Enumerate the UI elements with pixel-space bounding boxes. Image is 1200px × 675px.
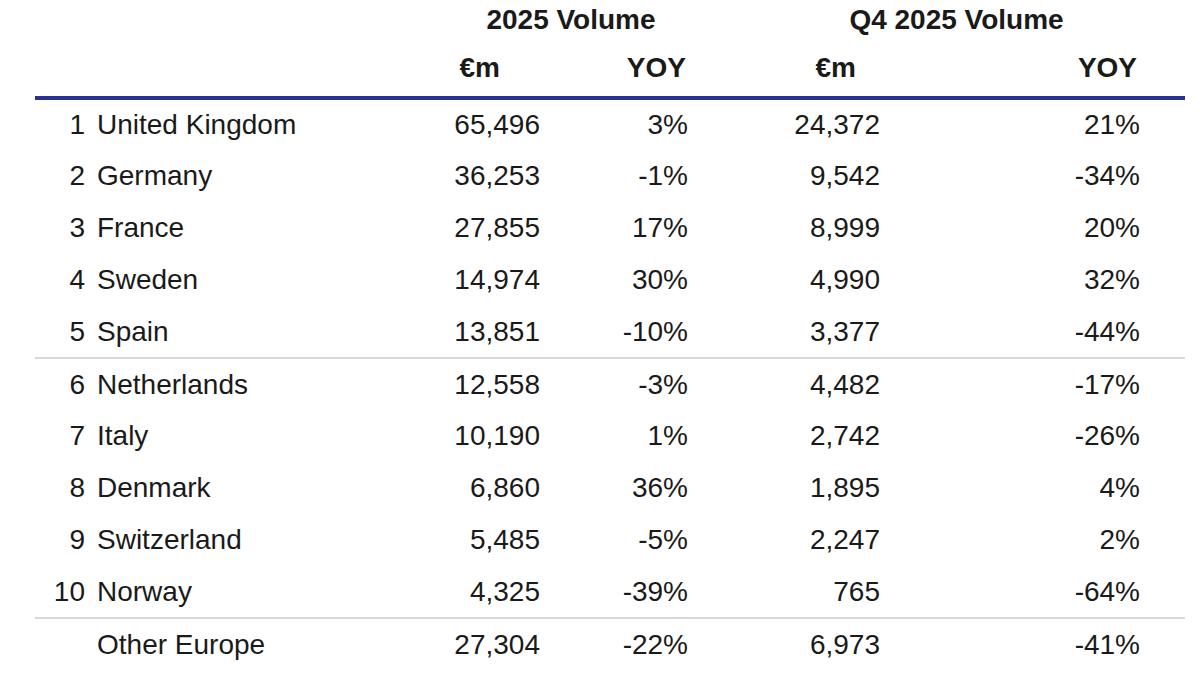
table-row: 8Denmark6,86036%1,8954% — [35, 462, 1185, 514]
table-row: 3France27,85517%8,99920% — [35, 202, 1185, 254]
cell-country: Other Europe — [85, 618, 340, 670]
cell-yoy-q4: -34% — [880, 150, 1185, 202]
cell-yoy-2025: -10% — [540, 306, 688, 358]
cell-vol-q4: 765 — [688, 566, 880, 618]
cell-vol-2025: 12,558 — [340, 358, 540, 410]
sub-header-row: €m YOY €m YOY — [35, 40, 1185, 98]
cell-vol-2025: 36,253 — [340, 150, 540, 202]
col-header-2025-eur-m: €m — [340, 40, 540, 98]
cell-country: Sweden — [85, 254, 340, 306]
cell-yoy-2025: -39% — [540, 566, 688, 618]
cell-yoy-q4: -26% — [880, 410, 1185, 462]
cell-country: France — [85, 202, 340, 254]
table-row: 4Sweden14,97430%4,99032% — [35, 254, 1185, 306]
cell-vol-q4: 3,377 — [688, 306, 880, 358]
table-row: Other Europe27,304-22%6,973-41% — [35, 618, 1185, 670]
group-header-row: 2025 Volume Q4 2025 Volume — [35, 0, 1185, 40]
cell-country: Germany — [85, 150, 340, 202]
cell-country: Switzerland — [85, 514, 340, 566]
corner-spacer — [35, 0, 340, 40]
cell-rank: 10 — [35, 566, 85, 618]
cell-yoy-2025: 36% — [540, 462, 688, 514]
cell-yoy-q4: 21% — [880, 98, 1185, 150]
cell-yoy-2025: -3% — [540, 358, 688, 410]
cell-yoy-2025: 1% — [540, 410, 688, 462]
cell-country: United Kingdom — [85, 98, 340, 150]
cell-yoy-2025: -22% — [540, 618, 688, 670]
cell-yoy-2025: 30% — [540, 254, 688, 306]
cell-rank: 3 — [35, 202, 85, 254]
cell-vol-2025: 6,860 — [340, 462, 540, 514]
cell-yoy-q4: 20% — [880, 202, 1185, 254]
cell-yoy-2025: 17% — [540, 202, 688, 254]
cell-vol-q4: 2,247 — [688, 514, 880, 566]
cell-rank: 9 — [35, 514, 85, 566]
cell-vol-q4: 2,742 — [688, 410, 880, 462]
cell-yoy-2025: -1% — [540, 150, 688, 202]
cell-vol-2025: 27,304 — [340, 618, 540, 670]
cell-vol-2025: 5,485 — [340, 514, 540, 566]
cell-vol-q4: 4,990 — [688, 254, 880, 306]
table-row: 2Germany36,253-1%9,542-34% — [35, 150, 1185, 202]
table-body: 1United Kingdom65,4963%24,37221%2Germany… — [35, 98, 1185, 670]
cell-rank — [35, 618, 85, 670]
cell-rank: 8 — [35, 462, 85, 514]
cell-vol-q4: 6,973 — [688, 618, 880, 670]
cell-vol-q4: 24,372 — [688, 98, 880, 150]
cell-vol-2025: 10,190 — [340, 410, 540, 462]
table-row: 5Spain13,851-10%3,377-44% — [35, 306, 1185, 358]
cell-yoy-q4: 2% — [880, 514, 1185, 566]
table-row: 10Norway4,325-39%765-64% — [35, 566, 1185, 618]
cell-rank: 5 — [35, 306, 85, 358]
cell-rank: 1 — [35, 98, 85, 150]
cell-vol-q4: 1,895 — [688, 462, 880, 514]
cell-yoy-q4: -64% — [880, 566, 1185, 618]
cell-country: Italy — [85, 410, 340, 462]
cell-yoy-q4: 32% — [880, 254, 1185, 306]
cell-vol-2025: 13,851 — [340, 306, 540, 358]
european-volume-table: 2025 Volume Q4 2025 Volume €m YOY €m YOY… — [35, 0, 1185, 670]
cell-yoy-q4: -17% — [880, 358, 1185, 410]
group-header-q4-2025-volume: Q4 2025 Volume — [688, 0, 1185, 40]
cell-vol-2025: 14,974 — [340, 254, 540, 306]
cell-country: Norway — [85, 566, 340, 618]
table-row: 7Italy10,1901%2,742-26% — [35, 410, 1185, 462]
cell-country: Denmark — [85, 462, 340, 514]
cell-yoy-2025: 3% — [540, 98, 688, 150]
cell-yoy-q4: 4% — [880, 462, 1185, 514]
cell-country: Spain — [85, 306, 340, 358]
cell-yoy-2025: -5% — [540, 514, 688, 566]
cell-vol-q4: 9,542 — [688, 150, 880, 202]
col-header-q4-eur-m: €m — [688, 40, 880, 98]
cell-rank: 4 — [35, 254, 85, 306]
cell-rank: 6 — [35, 358, 85, 410]
sub-header-spacer — [35, 40, 340, 98]
cell-vol-q4: 8,999 — [688, 202, 880, 254]
table-header: 2025 Volume Q4 2025 Volume €m YOY €m YOY — [35, 0, 1185, 98]
table-row: 6Netherlands12,558-3%4,482-17% — [35, 358, 1185, 410]
cell-vol-2025: 4,325 — [340, 566, 540, 618]
cell-rank: 2 — [35, 150, 85, 202]
table-row: 1United Kingdom65,4963%24,37221% — [35, 98, 1185, 150]
cell-vol-2025: 27,855 — [340, 202, 540, 254]
cell-yoy-q4: -41% — [880, 618, 1185, 670]
group-header-2025-volume: 2025 Volume — [340, 0, 688, 40]
col-header-q4-yoy: YOY — [880, 40, 1185, 98]
cell-rank: 7 — [35, 410, 85, 462]
cell-vol-2025: 65,496 — [340, 98, 540, 150]
cell-yoy-q4: -44% — [880, 306, 1185, 358]
table-row: 9Switzerland5,485-5%2,2472% — [35, 514, 1185, 566]
cell-country: Netherlands — [85, 358, 340, 410]
col-header-2025-yoy: YOY — [540, 40, 688, 98]
cell-vol-q4: 4,482 — [688, 358, 880, 410]
